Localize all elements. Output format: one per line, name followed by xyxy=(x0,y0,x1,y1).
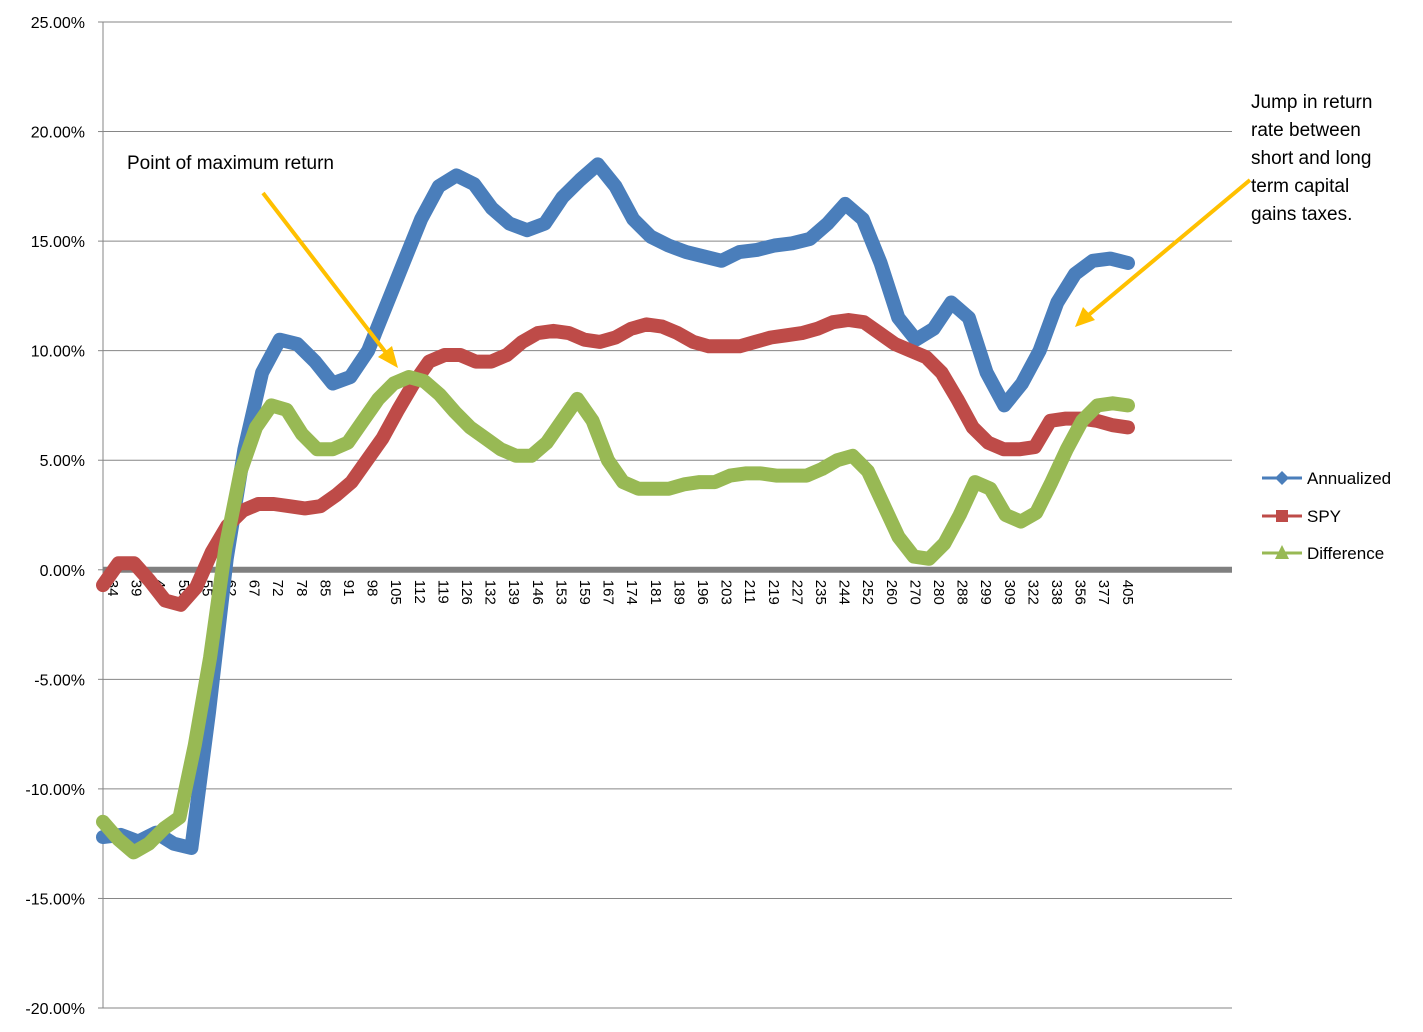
legend-item-difference: Difference xyxy=(1262,544,1384,563)
annotation-text: term capital xyxy=(1251,176,1349,197)
x-tick-label: 132 xyxy=(482,580,499,605)
y-tick-label: 10.00% xyxy=(31,344,85,361)
y-axis-ticks: -20.00% -15.00% -10.00% -5.00% 0.00% 5.00% 10.… xyxy=(25,15,103,1018)
legend-label: Annualized xyxy=(1307,469,1391,488)
series-line-annualized xyxy=(96,157,1135,855)
legend-item-spy: SPY xyxy=(1262,507,1341,526)
x-tick-label: 252 xyxy=(859,580,876,605)
x-tick-label: 235 xyxy=(812,580,829,605)
x-tick-label: 322 xyxy=(1024,580,1041,605)
x-tick-label: 67 xyxy=(246,580,263,597)
annotation-max-return: Point of maximum return xyxy=(127,153,398,368)
y-tick-label: 20.00% xyxy=(31,125,85,142)
x-tick-label: 260 xyxy=(883,580,900,605)
y-tick-label: 25.00% xyxy=(31,15,85,32)
x-tick-label: 167 xyxy=(600,580,617,605)
annotation-tax-jump: Jump in return rate between short and lo… xyxy=(1075,92,1372,327)
y-tick-label: 0.00% xyxy=(40,563,85,580)
x-tick-label: 377 xyxy=(1095,580,1112,605)
series-lines xyxy=(96,157,1135,860)
y-tick-label: -15.00% xyxy=(25,891,85,908)
square-marker-icon xyxy=(1276,510,1288,522)
x-tick-label: 72 xyxy=(269,580,286,597)
annotation-arrow xyxy=(261,191,392,360)
x-tick-label: 219 xyxy=(765,580,782,605)
annotation-text: Point of maximum return xyxy=(127,153,334,174)
arrowhead-icon xyxy=(1075,307,1095,327)
x-tick-label: 153 xyxy=(552,580,569,605)
y-tick-label: -10.00% xyxy=(25,782,85,799)
series-line-spy xyxy=(96,313,1135,612)
x-tick-label: 189 xyxy=(670,580,687,605)
legend-label: SPY xyxy=(1307,507,1341,526)
x-tick-label: 146 xyxy=(529,580,546,605)
x-tick-label: 211 xyxy=(741,580,758,604)
x-tick-label: 288 xyxy=(954,580,971,605)
x-tick-label: 91 xyxy=(340,580,357,597)
x-tick-label: 159 xyxy=(576,580,593,605)
annotation-text: Jump in return xyxy=(1251,92,1372,113)
x-axis-ticks: 34 39 44 50 55 62 67 72 78 85 91 98 105 112 119 126 132 1… xyxy=(104,580,1136,605)
x-tick-label: 356 xyxy=(1072,580,1089,605)
x-tick-label: 181 xyxy=(647,580,664,605)
triangle-marker-icon xyxy=(1275,545,1289,559)
arrowhead-icon xyxy=(378,346,398,368)
x-tick-label: 126 xyxy=(458,580,475,605)
y-tick-label: -20.00% xyxy=(25,1001,85,1018)
diamond-marker-icon xyxy=(1275,471,1289,485)
x-tick-label: 105 xyxy=(387,580,404,605)
x-tick-label: 309 xyxy=(1001,580,1018,605)
series-line-difference xyxy=(96,370,1135,860)
x-tick-label: 98 xyxy=(364,580,381,597)
x-tick-label: 299 xyxy=(977,580,994,605)
x-tick-label: 78 xyxy=(293,580,310,597)
annotation-text: short and long xyxy=(1251,148,1371,169)
x-tick-label: 119 xyxy=(434,580,451,604)
x-tick-label: 39 xyxy=(128,580,145,597)
y-tick-label: -5.00% xyxy=(34,672,85,689)
x-tick-label: 112 xyxy=(411,580,428,604)
y-tick-label: 5.00% xyxy=(40,453,85,470)
x-tick-label: 338 xyxy=(1048,580,1065,605)
x-tick-label: 280 xyxy=(930,580,947,605)
annotation-text: rate between xyxy=(1251,120,1361,141)
annotation-arrow xyxy=(1083,178,1252,320)
x-tick-label: 85 xyxy=(316,580,333,597)
x-tick-label: 227 xyxy=(788,580,805,605)
y-tick-label: 15.00% xyxy=(31,234,85,251)
legend-item-annualized: Annualized xyxy=(1262,469,1391,488)
x-tick-label: 270 xyxy=(906,580,923,605)
x-tick-label: 203 xyxy=(718,580,735,605)
annotation-text: gains taxes. xyxy=(1251,204,1352,225)
x-tick-label: 196 xyxy=(694,580,711,605)
x-tick-label: 244 xyxy=(836,580,853,605)
x-tick-label: 139 xyxy=(505,580,522,605)
legend-label: Difference xyxy=(1307,544,1384,563)
x-tick-label: 405 xyxy=(1119,580,1136,605)
x-tick-label: 174 xyxy=(623,580,640,605)
legend: Annualized SPY Difference xyxy=(1262,469,1391,563)
